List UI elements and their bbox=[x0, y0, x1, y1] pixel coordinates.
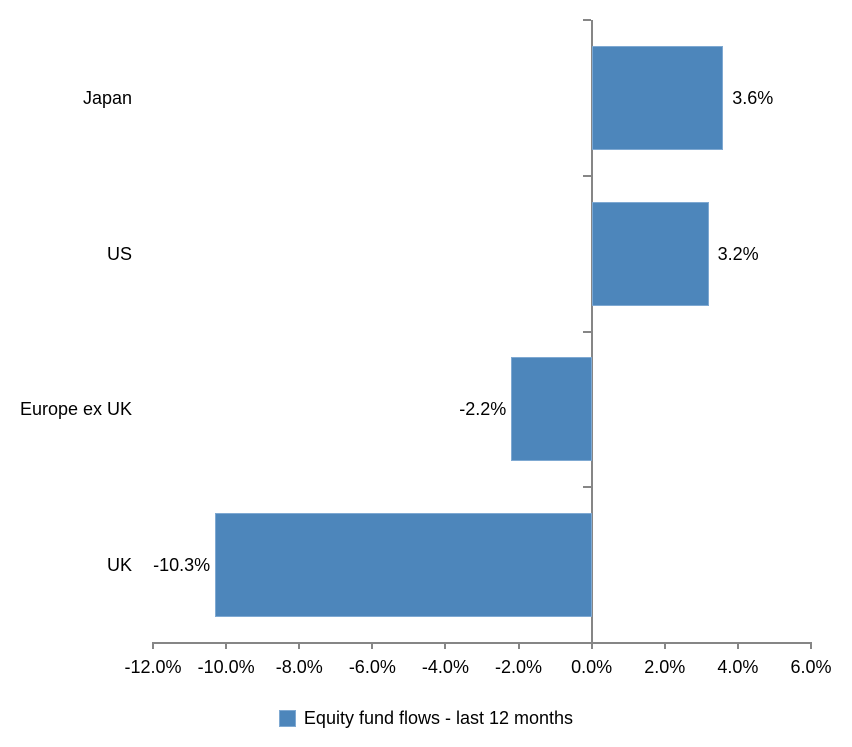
data-label-us: 3.2% bbox=[717, 243, 759, 264]
data-label-uk: -10.3% bbox=[153, 555, 211, 576]
bar-japan bbox=[591, 45, 724, 150]
x-axis-tick bbox=[736, 643, 739, 649]
x-axis-tick-label: -6.0% bbox=[348, 657, 396, 677]
legend-label: Equity fund flows - last 12 months bbox=[303, 708, 574, 728]
x-axis-tick bbox=[225, 643, 228, 649]
x-axis-tick-label: 6.0% bbox=[790, 657, 832, 677]
x-axis-tick bbox=[590, 643, 593, 649]
x-axis-tick-label: 2.0% bbox=[644, 657, 686, 677]
x-axis-tick-label: -10.0% bbox=[197, 657, 255, 677]
data-label-japan: 3.6% bbox=[732, 87, 774, 108]
x-axis-tick-label: -12.0% bbox=[124, 657, 182, 677]
x-axis-tick bbox=[371, 643, 374, 649]
y-axis-tick bbox=[582, 330, 591, 333]
category-label-uk: UK bbox=[106, 555, 132, 576]
data-label-europe-ex-uk: -2.2% bbox=[459, 399, 507, 420]
x-axis-tick bbox=[298, 643, 301, 649]
category-label-japan: Japan bbox=[82, 87, 132, 108]
x-axis-tick-label: -2.0% bbox=[495, 657, 543, 677]
bar-uk bbox=[215, 513, 592, 618]
legend: Equity fund flows - last 12 months bbox=[0, 703, 852, 733]
y-axis-tick bbox=[582, 486, 591, 489]
x-axis-tick-label: 4.0% bbox=[717, 657, 759, 677]
bar-us bbox=[591, 201, 709, 306]
x-axis-tick bbox=[663, 643, 666, 649]
x-axis-tick-label: -8.0% bbox=[275, 657, 323, 677]
y-axis-line bbox=[590, 20, 593, 649]
x-axis-tick-label: 0.0% bbox=[571, 657, 613, 677]
legend-marker-icon bbox=[278, 709, 296, 727]
y-axis-tick bbox=[582, 174, 591, 177]
x-axis-tick bbox=[517, 643, 520, 649]
category-label-europe-ex-uk: Europe ex UK bbox=[19, 399, 132, 420]
x-axis-line bbox=[152, 642, 812, 644]
bar-europe-ex-uk bbox=[511, 357, 592, 462]
y-axis-tick bbox=[582, 19, 591, 21]
category-label-us: US bbox=[106, 243, 132, 264]
x-axis-tick bbox=[152, 643, 154, 649]
y-axis-tick bbox=[582, 642, 591, 644]
x-axis-tick-label: -4.0% bbox=[421, 657, 469, 677]
x-axis-tick bbox=[810, 643, 812, 649]
x-axis-tick bbox=[444, 643, 447, 649]
